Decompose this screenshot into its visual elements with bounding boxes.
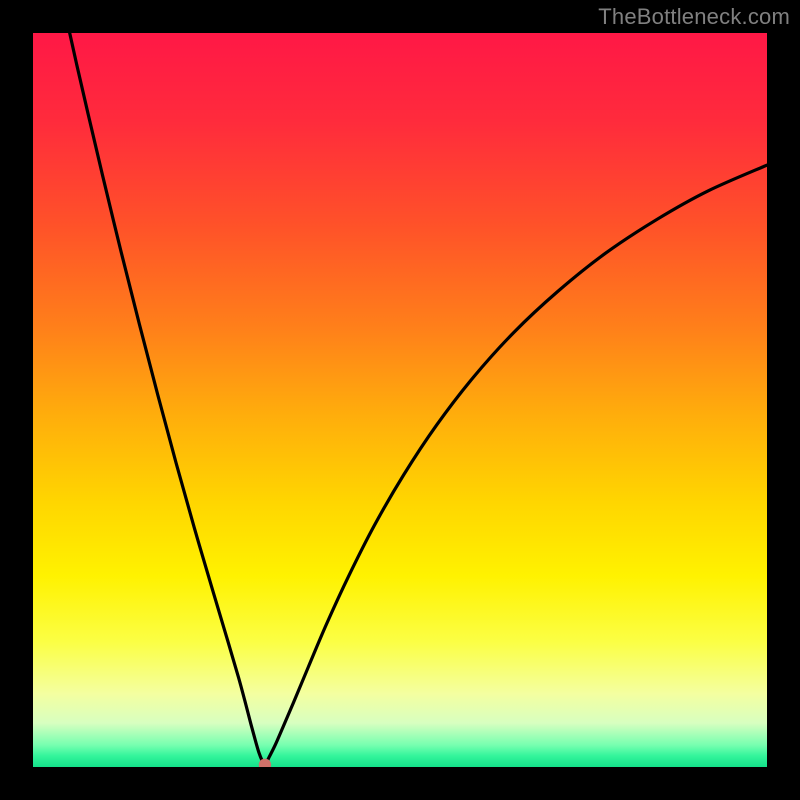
figure-container: TheBottleneck.com bbox=[0, 0, 800, 800]
plot-area bbox=[33, 33, 767, 767]
watermark-text: TheBottleneck.com bbox=[598, 4, 790, 30]
bottleneck-chart bbox=[33, 33, 767, 767]
gradient-background bbox=[33, 33, 767, 767]
